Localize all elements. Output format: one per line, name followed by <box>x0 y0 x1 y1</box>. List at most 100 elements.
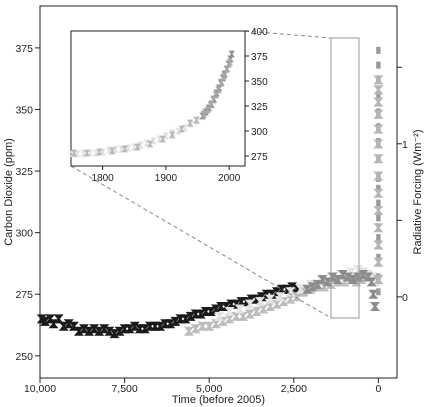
data-point <box>134 143 141 151</box>
data-point <box>307 282 318 292</box>
data-point <box>83 149 91 157</box>
data-point <box>373 223 384 233</box>
data-series <box>373 75 384 284</box>
data-point <box>373 75 384 85</box>
zoom-selection-box <box>330 37 360 319</box>
data-point <box>139 324 150 334</box>
data-point <box>373 109 384 119</box>
data-point <box>220 72 228 80</box>
y2-axis-title: Radiative Forcing (Wm⁻²) <box>412 130 424 255</box>
data-point <box>373 240 384 250</box>
y-tick-label: 325 <box>15 166 33 178</box>
inset-y-tick-label: 300 <box>251 127 268 138</box>
data-point <box>376 288 381 296</box>
data-point <box>366 277 377 287</box>
data-point <box>178 125 185 133</box>
data-point <box>373 257 384 267</box>
y2-tick-label: 0 <box>402 292 408 304</box>
x-tick-label: 2,500 <box>281 383 307 395</box>
data-point <box>376 199 381 207</box>
zoom-connector-bottom <box>70 165 332 319</box>
inset-x-tick-label: 2000 <box>218 173 241 184</box>
data-point <box>376 214 381 222</box>
data-point <box>368 289 379 299</box>
data-point <box>205 306 216 316</box>
data-point <box>258 304 269 314</box>
data-point <box>99 324 110 334</box>
data-point <box>373 97 384 107</box>
data-point <box>295 284 306 294</box>
data-point <box>373 205 384 215</box>
data-point <box>214 311 225 321</box>
data-point <box>376 234 381 242</box>
data-point <box>175 127 182 135</box>
data-point <box>373 188 384 198</box>
data-point <box>165 319 176 329</box>
data-point <box>238 311 249 321</box>
inset-frame <box>70 30 246 167</box>
data-point <box>195 309 206 319</box>
y-tick-label: 300 <box>15 228 33 240</box>
inset-y-tick-label: 400 <box>251 27 268 38</box>
data-point <box>251 306 262 316</box>
data-point <box>254 297 265 307</box>
data-point <box>104 326 115 336</box>
inset-plot: 1800 1900 2000 275 300 325 350 375 400 <box>69 27 268 184</box>
inset-data-series <box>200 58 234 118</box>
data-point <box>185 311 196 321</box>
data-point <box>204 321 215 331</box>
data-point <box>376 61 381 69</box>
data-point <box>337 270 348 280</box>
data-point <box>84 326 95 336</box>
data-point <box>109 329 120 339</box>
data-point <box>244 309 255 319</box>
data-point <box>170 316 181 326</box>
x-tick-label: 0 <box>375 383 381 395</box>
inset-y-tick-label: 325 <box>251 102 268 113</box>
data-point <box>58 321 69 331</box>
data-point <box>63 319 74 329</box>
data-point <box>342 272 353 282</box>
main-plot-frame <box>39 5 398 379</box>
data-point <box>373 85 384 95</box>
data-point <box>96 148 103 156</box>
data-point <box>114 326 125 336</box>
data-point <box>180 314 191 324</box>
data-point <box>224 314 235 324</box>
data-point <box>53 314 64 324</box>
data-point <box>244 299 255 309</box>
data-point <box>224 65 231 73</box>
data-point <box>226 58 234 66</box>
data-point <box>183 326 194 336</box>
data-point <box>265 302 276 312</box>
y-tick-label: 250 <box>15 351 33 363</box>
inset-data-series <box>70 116 200 157</box>
data-point <box>228 50 235 58</box>
inset-y-tick-label: 275 <box>251 152 268 163</box>
y2-tick-label: 1 <box>402 139 408 151</box>
data-point <box>292 292 303 302</box>
data-point <box>159 135 166 143</box>
data-point <box>94 326 105 336</box>
data-point <box>218 78 225 86</box>
data-point <box>40 316 51 326</box>
inset-x-tick-label: 1900 <box>155 173 178 184</box>
data-point <box>373 124 384 134</box>
data-point <box>265 294 276 304</box>
zoom-connector-top <box>244 30 332 39</box>
x-tick-label: 7,500 <box>111 383 137 395</box>
data-point <box>285 287 296 297</box>
data-point <box>373 171 384 181</box>
data-series <box>302 270 381 312</box>
data-point <box>285 294 296 304</box>
data-point <box>210 319 221 329</box>
data-point <box>317 274 328 284</box>
data-point <box>271 299 282 309</box>
data-point <box>373 139 384 149</box>
inset-y-tick-label: 350 <box>251 77 268 88</box>
data-point <box>231 311 242 321</box>
data-point <box>376 91 381 99</box>
main-data-layer <box>36 46 384 339</box>
data-point <box>155 321 166 331</box>
